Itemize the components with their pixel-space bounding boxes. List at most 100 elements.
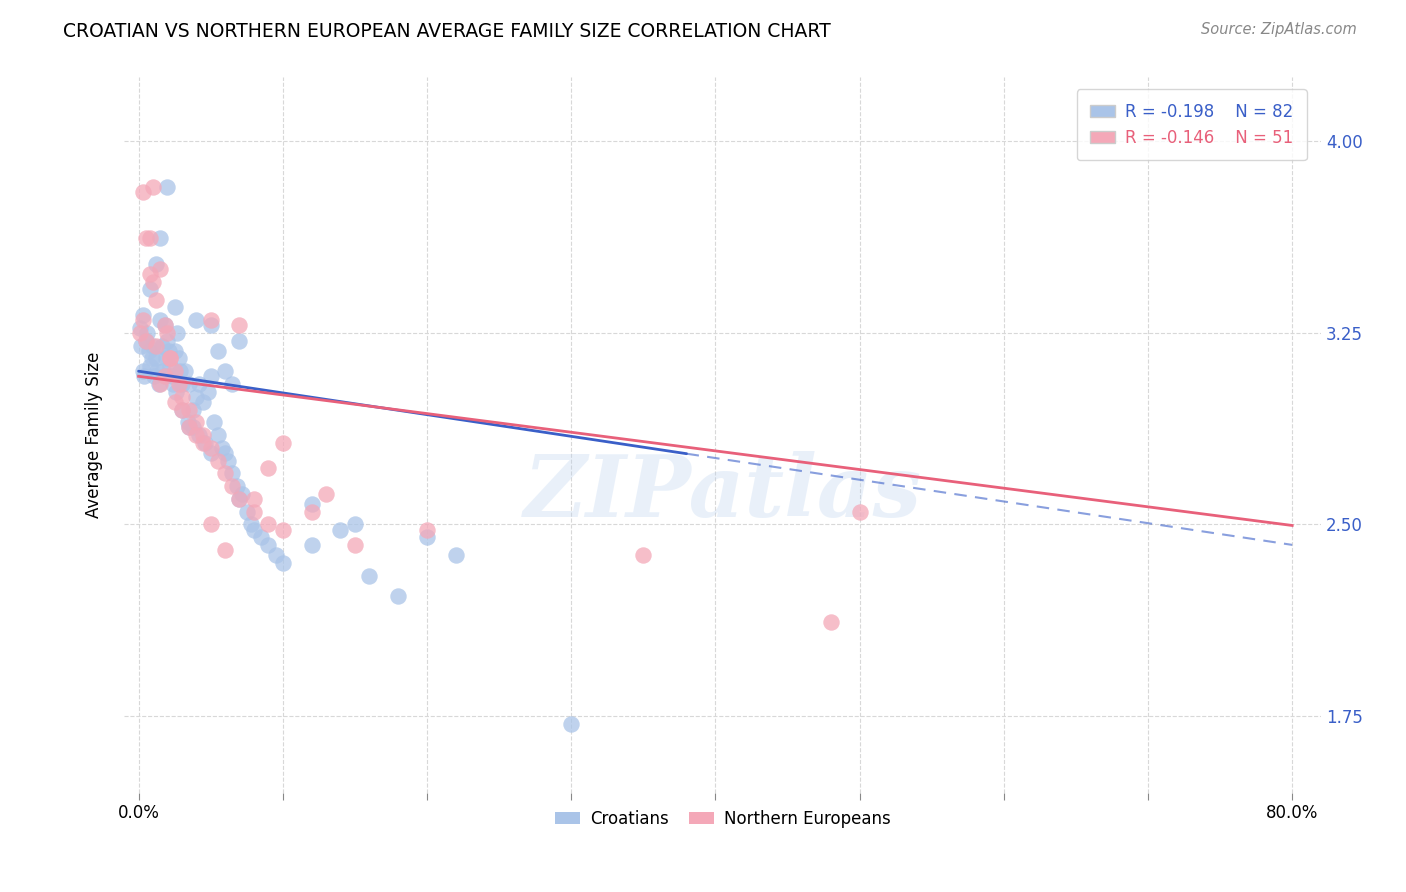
Text: CROATIAN VS NORTHERN EUROPEAN AVERAGE FAMILY SIZE CORRELATION CHART: CROATIAN VS NORTHERN EUROPEAN AVERAGE FA… (63, 22, 831, 41)
Point (228, 491, 250, 506)
Point (848, 505, 870, 519)
Point (145, 293, 167, 307)
Point (142, 338, 165, 352)
Point (214, 446, 236, 460)
Point (142, 275, 165, 289)
Point (153, 318, 176, 333)
Point (157, 343, 180, 358)
Point (186, 313, 208, 327)
Point (138, 343, 160, 358)
Point (329, 523, 352, 537)
Point (183, 420, 205, 434)
Point (139, 359, 162, 373)
Point (153, 369, 176, 384)
Point (343, 517, 366, 532)
Point (156, 334, 179, 348)
Point (143, 369, 166, 384)
Point (193, 394, 215, 409)
Point (169, 364, 191, 378)
Point (156, 180, 179, 194)
Point (146, 364, 169, 378)
Point (139, 282, 162, 296)
Point (193, 435, 215, 450)
Point (167, 351, 190, 366)
Point (214, 467, 236, 481)
Text: Source: ZipAtlas.com: Source: ZipAtlas.com (1201, 22, 1357, 37)
Point (132, 364, 155, 378)
Point (176, 415, 198, 429)
Point (170, 376, 193, 391)
Point (156, 326, 179, 340)
Point (200, 446, 222, 460)
Point (257, 538, 280, 552)
Point (129, 320, 152, 334)
Point (243, 523, 266, 537)
Point (177, 376, 200, 391)
Point (134, 369, 156, 384)
Point (163, 301, 186, 315)
Point (188, 376, 211, 391)
Point (820, 615, 842, 629)
Point (633, 548, 655, 562)
Point (132, 313, 155, 327)
Point (186, 390, 208, 404)
Point (188, 428, 211, 442)
Point (444, 548, 467, 562)
Point (135, 334, 157, 348)
Point (243, 505, 266, 519)
Point (155, 351, 177, 366)
Point (257, 461, 280, 475)
Point (228, 334, 250, 348)
Point (214, 364, 236, 378)
Point (150, 338, 173, 352)
Point (141, 351, 163, 366)
Point (170, 402, 193, 417)
Point (271, 556, 294, 570)
Point (173, 364, 195, 378)
Point (186, 415, 208, 429)
Point (228, 491, 250, 506)
Point (343, 538, 366, 552)
Point (231, 487, 253, 501)
Point (131, 338, 153, 352)
Point (163, 364, 186, 378)
Point (145, 351, 167, 366)
Point (139, 267, 162, 281)
Point (165, 384, 187, 399)
Point (152, 364, 174, 378)
Point (264, 548, 287, 562)
Point (221, 376, 243, 391)
Text: ZIPatlas: ZIPatlas (523, 450, 922, 534)
Point (160, 369, 183, 384)
Point (149, 262, 172, 277)
Point (387, 589, 409, 603)
Point (149, 313, 172, 327)
Point (250, 530, 273, 544)
Point (139, 231, 162, 245)
Point (301, 497, 323, 511)
Point (135, 334, 157, 348)
Point (163, 394, 186, 409)
Point (177, 402, 200, 417)
Point (162, 376, 184, 391)
Point (159, 351, 181, 366)
Point (225, 479, 247, 493)
Point (416, 523, 439, 537)
Point (200, 313, 222, 327)
Point (148, 376, 170, 391)
Point (257, 517, 280, 532)
Point (145, 338, 167, 352)
Point (200, 318, 222, 333)
Point (170, 390, 193, 404)
Point (301, 505, 323, 519)
Point (170, 402, 193, 417)
Point (200, 369, 222, 384)
Point (271, 523, 294, 537)
Point (207, 343, 229, 358)
Legend: Croatians, Northern Europeans: Croatians, Northern Europeans (548, 803, 897, 834)
Point (149, 231, 172, 245)
Point (153, 369, 176, 384)
Point (183, 402, 205, 417)
Point (163, 343, 186, 358)
Point (167, 376, 190, 391)
